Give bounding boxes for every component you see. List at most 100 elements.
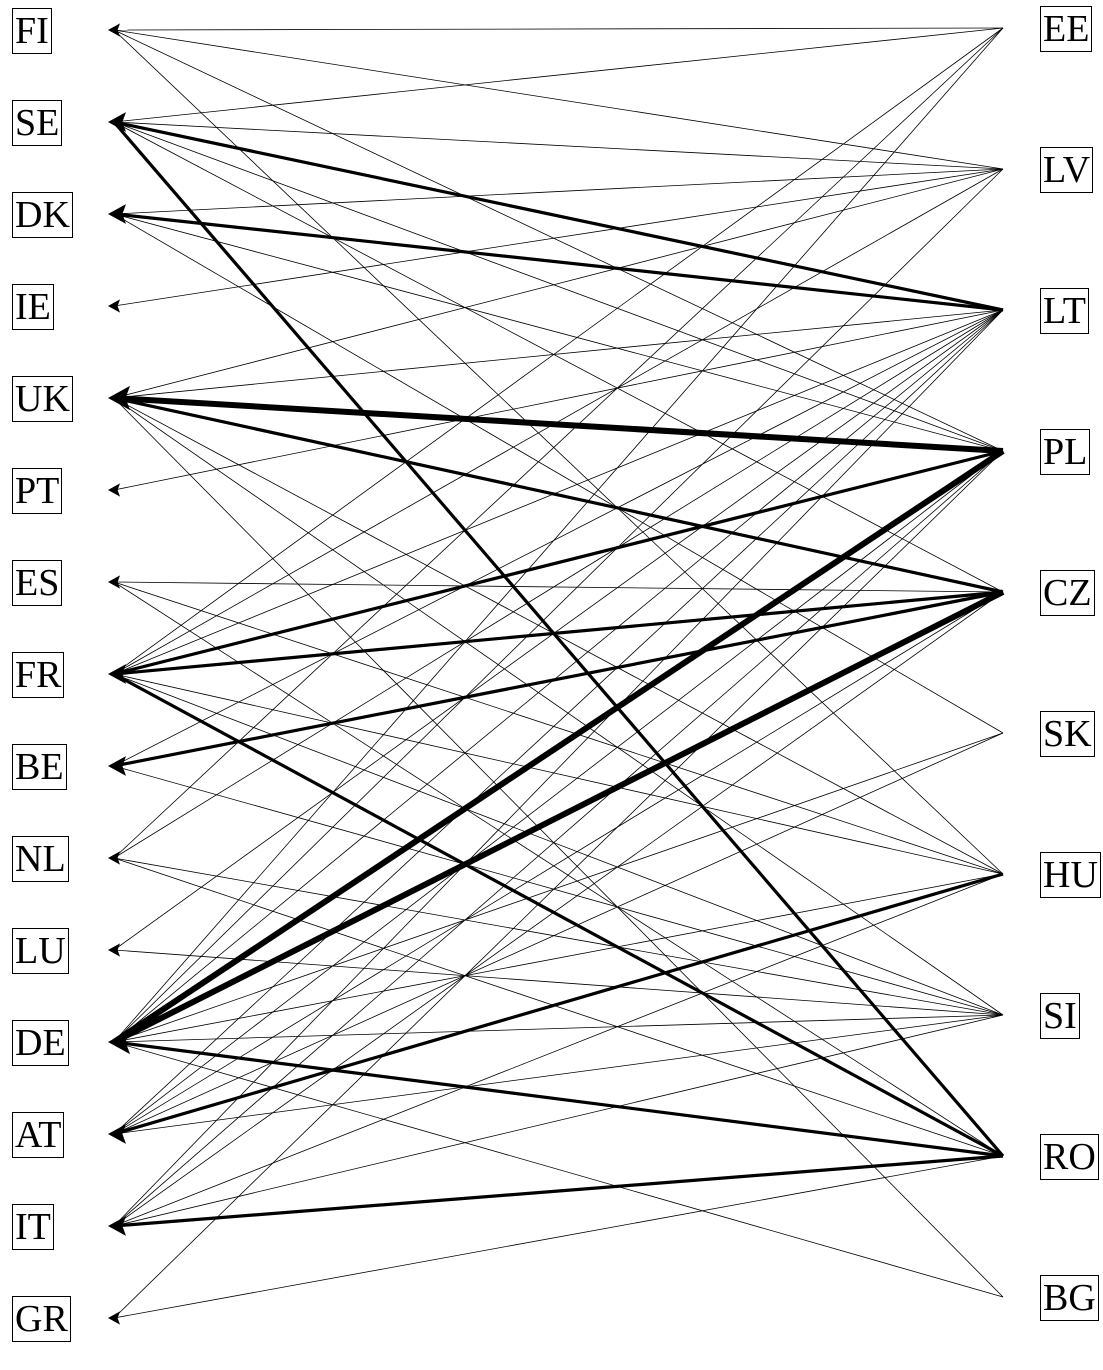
flow-edge-EE-SE [113, 27, 1004, 123]
flow-edge-RO-GR [113, 1155, 1004, 1319]
node-label-cz: CZ [1040, 570, 1095, 616]
flow-edge-LT-SE [113, 120, 1004, 312]
flow-edge-EE-FI [113, 27, 1004, 31]
flow-edge-SI-DE [113, 1014, 1004, 1043]
flow-edge-LV-UK [113, 168, 1004, 399]
flow-edge-PL-DK [113, 213, 1004, 452]
flow-edge-SK-DK [113, 213, 1004, 734]
arrowhead-nl [108, 851, 120, 865]
flow-edge-EE-DE [113, 27, 1004, 1043]
flow-edge-PL-FI [113, 29, 1004, 452]
flow-edge-LT-BE [113, 309, 1004, 767]
flow-edge-LV-SE [113, 121, 1004, 170]
flow-edge-SI-BE [113, 765, 1004, 1016]
node-label-lt: LT [1040, 288, 1089, 334]
flow-edge-LV-IE [113, 168, 1004, 307]
node-label-bg: BG [1040, 1275, 1099, 1321]
flow-edge-CZ-AT [113, 591, 1004, 1135]
flow-edge-PL-AT [113, 450, 1004, 1135]
flow-edge-LT-UK [113, 309, 1004, 399]
flow-edge-BG-DE [113, 1041, 1004, 1298]
node-label-se: SE [12, 100, 63, 146]
arrowhead-gr [108, 1311, 120, 1325]
node-label-de: DE [12, 1020, 69, 1066]
flow-edge-CZ-IT [113, 591, 1004, 1227]
flow-edge-CZ-UK [113, 396, 1004, 594]
node-label-uk: UK [12, 376, 73, 422]
node-label-nl: NL [12, 836, 69, 882]
node-label-ro: RO [1040, 1134, 1099, 1180]
flow-edge-RO-FR [113, 672, 1004, 1158]
flow-edge-RO-DE [113, 1040, 1004, 1158]
flow-edge-SK-AT [113, 732, 1004, 1135]
node-label-fr: FR [12, 652, 65, 698]
flow-edge-LT-LU [113, 309, 1004, 951]
arrowhead-de [108, 1029, 130, 1055]
flow-edge-SI-AT [113, 1014, 1004, 1135]
arrowhead-dk [108, 204, 126, 224]
flow-edge-LV-DE [113, 168, 1004, 1043]
flow-edge-LT-PT [113, 309, 1004, 491]
flow-edge-EE-NL [113, 27, 1004, 859]
flow-edge-LT-NL [113, 309, 1004, 859]
flow-edge-HU-AT [113, 872, 1004, 1136]
flow-edge-HU-UK [113, 397, 1004, 875]
flow-edge-CZ-DE [112, 589, 1005, 1045]
node-label-ee: EE [1040, 6, 1093, 52]
arrowhead-it [108, 1216, 126, 1236]
flow-edge-CZ-ES [113, 581, 1004, 593]
flow-edge-LT-FR [113, 309, 1004, 675]
node-label-si: SI [1040, 993, 1080, 1039]
flow-edge-PL-SE [113, 121, 1004, 452]
flow-edge-PL-UK [113, 395, 1004, 454]
flow-edge-PL-DE [112, 448, 1005, 1045]
arrowhead-es [108, 575, 120, 589]
node-label-dk: DK [12, 192, 73, 238]
node-label-fi: FI [12, 8, 52, 54]
node-label-pl: PL [1040, 429, 1091, 475]
arrowhead-at [108, 1124, 126, 1144]
flow-edge-EE-FR [113, 27, 1004, 675]
node-label-sk: SK [1040, 711, 1095, 757]
flow-edge-LV-DK [113, 168, 1004, 215]
arrowhead-uk [108, 385, 130, 411]
arrowhead-lu [108, 943, 120, 957]
flow-edge-RO-IT [113, 1154, 1004, 1228]
flow-edge-HU-ES [113, 581, 1004, 875]
flow-edge-RO-NL [113, 857, 1004, 1157]
flow-edge-SI-UK [113, 397, 1004, 1016]
arrowhead-be [108, 756, 126, 776]
node-label-hu: HU [1040, 852, 1101, 898]
flow-edge-PL-GR [113, 450, 1004, 1319]
flow-edge-BG-UK [113, 397, 1004, 1298]
flow-edge-HU-FI [113, 29, 1004, 875]
node-label-at: AT [12, 1112, 65, 1158]
node-label-it: IT [12, 1204, 54, 1250]
flow-edge-CZ-BE [113, 590, 1004, 768]
node-label-lu: LU [12, 928, 69, 974]
arrowhead-pt [108, 483, 120, 497]
node-label-pt: PT [12, 468, 63, 514]
flow-edge-SI-NL [113, 857, 1004, 1016]
node-label-es: ES [12, 560, 63, 606]
flow-edge-LV-FI [113, 29, 1004, 170]
flow-edge-SI-FR [113, 673, 1004, 1016]
flow-edge-PL-IT [113, 450, 1004, 1227]
flow-edge-LT-IT [113, 309, 1004, 1227]
node-label-ie: IE [12, 284, 54, 330]
arrowhead-fi [108, 23, 120, 37]
flow-edge-RO-SE [112, 120, 1005, 1158]
flow-edge-HU-DE [113, 873, 1004, 1043]
arrowhead-se [108, 112, 126, 132]
flow-edge-SK-DE [113, 732, 1004, 1043]
flow-edge-RO-ES [113, 581, 1004, 1157]
node-label-lv: LV [1040, 147, 1094, 193]
node-label-gr: GR [12, 1296, 71, 1342]
flow-edge-LT-DE [113, 309, 1004, 1043]
flow-edge-CZ-FR [113, 590, 1004, 676]
arrowhead-ie [108, 299, 120, 313]
arrowhead-fr [108, 664, 126, 684]
flow-edge-HU-FR [113, 673, 1004, 875]
